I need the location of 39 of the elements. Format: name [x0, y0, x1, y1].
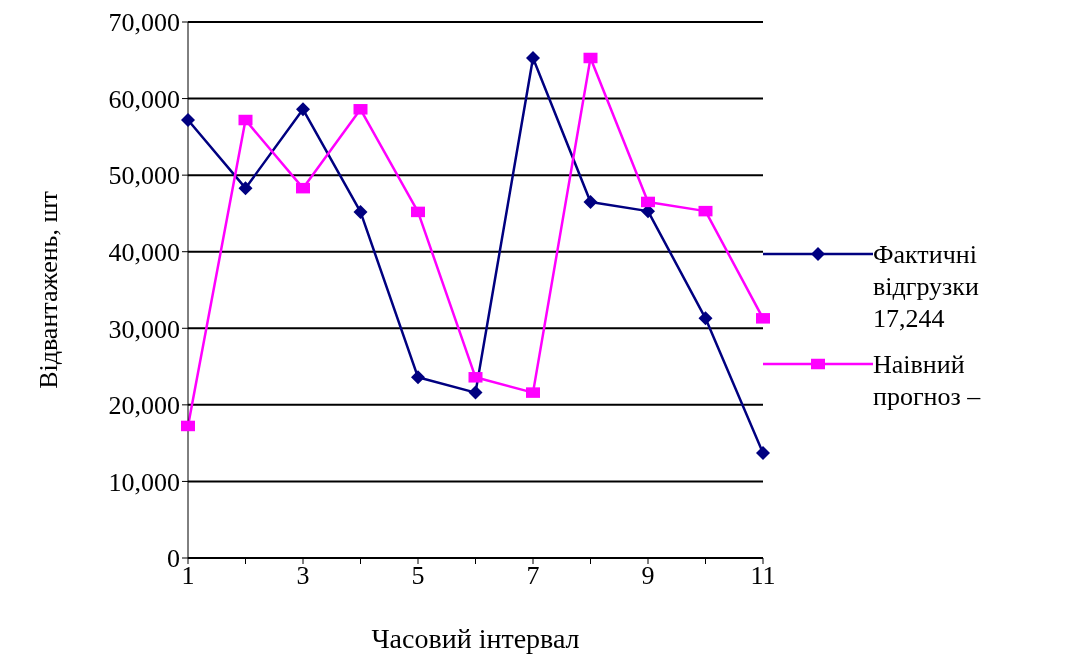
point: [698, 311, 713, 326]
x-tick-label: 11: [750, 561, 776, 591]
legend-label: Фактичні відгрузки 17,244: [873, 239, 980, 335]
point: [583, 52, 598, 64]
point: [238, 181, 253, 196]
point: [526, 50, 540, 65]
point: [181, 113, 195, 128]
point: [411, 206, 425, 218]
point: [468, 385, 483, 400]
y-tick-label: 70,000: [108, 8, 180, 38]
y-tick-label: 10,000: [108, 467, 180, 497]
legend-label: Наівний прогноз –: [873, 349, 982, 413]
point: [756, 313, 770, 324]
x-tick-label: 5: [411, 561, 425, 591]
x-tick-label: 7: [526, 561, 540, 591]
point: [756, 446, 770, 461]
point: [468, 372, 483, 383]
point: [353, 204, 368, 219]
point: [583, 194, 598, 209]
point: [296, 182, 310, 194]
point: [296, 102, 310, 117]
point: [353, 104, 368, 115]
point: [411, 370, 425, 385]
x-tick-label: 9: [641, 561, 655, 591]
y-tick-label: 20,000: [108, 391, 180, 421]
point: [181, 420, 195, 432]
y-tick-label: 0: [167, 544, 180, 574]
y-tick-label: 60,000: [108, 84, 180, 114]
point: [526, 387, 540, 398]
y-axis-title: Відвантажень, шт: [34, 191, 64, 389]
x-axis-title: Часовий інтервал: [371, 623, 580, 654]
y-tick-label: 30,000: [108, 314, 180, 344]
y-tick-label: 50,000: [108, 161, 180, 191]
x-tick-label: 1: [181, 561, 195, 591]
point: [238, 114, 253, 126]
x-tick-label: 3: [296, 561, 310, 591]
point: [698, 205, 713, 217]
point: [641, 196, 655, 208]
y-tick-label: 40,000: [108, 237, 180, 267]
